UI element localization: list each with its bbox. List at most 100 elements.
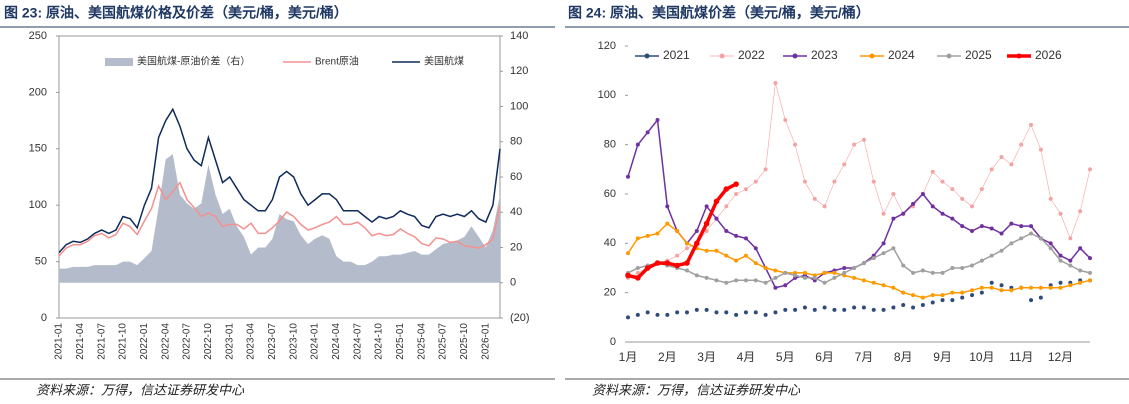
series-marker [881,307,886,312]
series-marker [901,263,906,268]
series-marker [852,266,857,270]
series-marker [989,280,994,285]
series-marker [1088,278,1092,283]
source: 资料来源：万得，信达证券研发中心 [36,382,245,397]
series-marker [703,220,710,227]
series-marker [675,310,680,315]
series-marker [626,315,630,320]
series-marker [920,268,925,273]
series-marker [999,283,1004,288]
series-marker [753,310,758,315]
series-marker [665,312,670,317]
series-marker [881,283,886,288]
series-marker [950,266,955,270]
series-marker [665,204,670,209]
series-marker [1078,209,1083,214]
series-marker [645,130,650,135]
series-marker [970,263,975,268]
series-marker [733,181,739,187]
series-marker [743,253,748,258]
series-marker [852,305,857,310]
series-marker [1029,298,1034,303]
series-marker [674,262,680,269]
x-tick-label: 2025-07 [438,323,449,360]
series-marker [920,303,925,307]
series-marker [802,270,807,275]
series-marker [901,211,906,216]
y-tick-label: 80 [604,139,616,151]
x-tick-label: 2022-01 [139,323,150,360]
series-line [627,182,737,280]
series-marker [655,312,660,317]
series-marker [645,233,650,238]
series-marker [1058,258,1063,263]
x-tick-label: 2021-04 [75,323,86,360]
legend-marker [644,53,650,59]
series-marker [763,312,768,317]
series-marker [1058,285,1063,290]
y2-tick-label: 20 [510,241,522,253]
x-tick-label: 2021-01 [54,323,65,360]
series-marker [832,270,837,275]
legend-marker [946,53,952,59]
series-marker [753,179,758,184]
series-marker [675,253,680,258]
series-marker [999,231,1004,236]
series-marker [635,142,640,147]
series-marker [822,270,827,275]
series-marker [1058,253,1063,258]
series-marker [950,216,955,221]
series-marker [1019,224,1024,229]
series-marker [940,293,945,298]
series-marker [1038,236,1043,241]
series-marker [763,167,768,172]
series-marker [1009,241,1014,246]
y2-tick-label: 0 [510,277,516,289]
series-marker [960,224,965,229]
series-marker [763,280,768,285]
y2-tick-label: 40 [510,206,522,218]
series-marker [734,192,739,196]
spread-area [59,154,500,283]
series-marker [635,275,641,281]
series-marker [753,261,758,266]
series-marker [950,187,955,192]
y2-tick-label: (20) [510,312,530,324]
series-marker [979,285,984,290]
x-tick-label: 3月 [697,350,716,364]
series-marker [881,241,886,246]
series-marker [1068,236,1073,241]
series-marker [664,260,671,266]
series-marker [724,280,729,285]
series-marker [940,211,945,216]
legend-marker [869,53,875,59]
series-marker [822,280,827,285]
legend-label: 2025 [965,48,992,62]
series-marker [753,246,758,251]
series-marker [1019,285,1024,290]
x-tick-label: 2021-07 [96,323,107,360]
legend-marker [792,53,798,59]
y2-tick-label: 80 [510,136,522,148]
series-marker [684,260,690,266]
series-marker [704,275,709,280]
series-marker [881,251,886,256]
series-marker [891,216,896,221]
series-marker [714,310,719,315]
series-marker [960,295,965,300]
series-marker [871,307,876,312]
series-marker [901,303,906,307]
x-tick-label: 2021-10 [118,323,129,360]
series-marker [734,278,739,283]
x-tick-label: 8月 [894,350,913,364]
x-tick-label: 7月 [855,350,874,364]
series-marker [724,229,729,233]
series-marker [684,310,689,315]
series-marker [1019,142,1024,147]
series-marker [822,305,827,310]
series-marker [743,278,748,283]
series-marker [626,251,630,256]
series-marker [871,256,876,261]
series-marker [891,246,896,251]
series-marker [734,312,739,317]
